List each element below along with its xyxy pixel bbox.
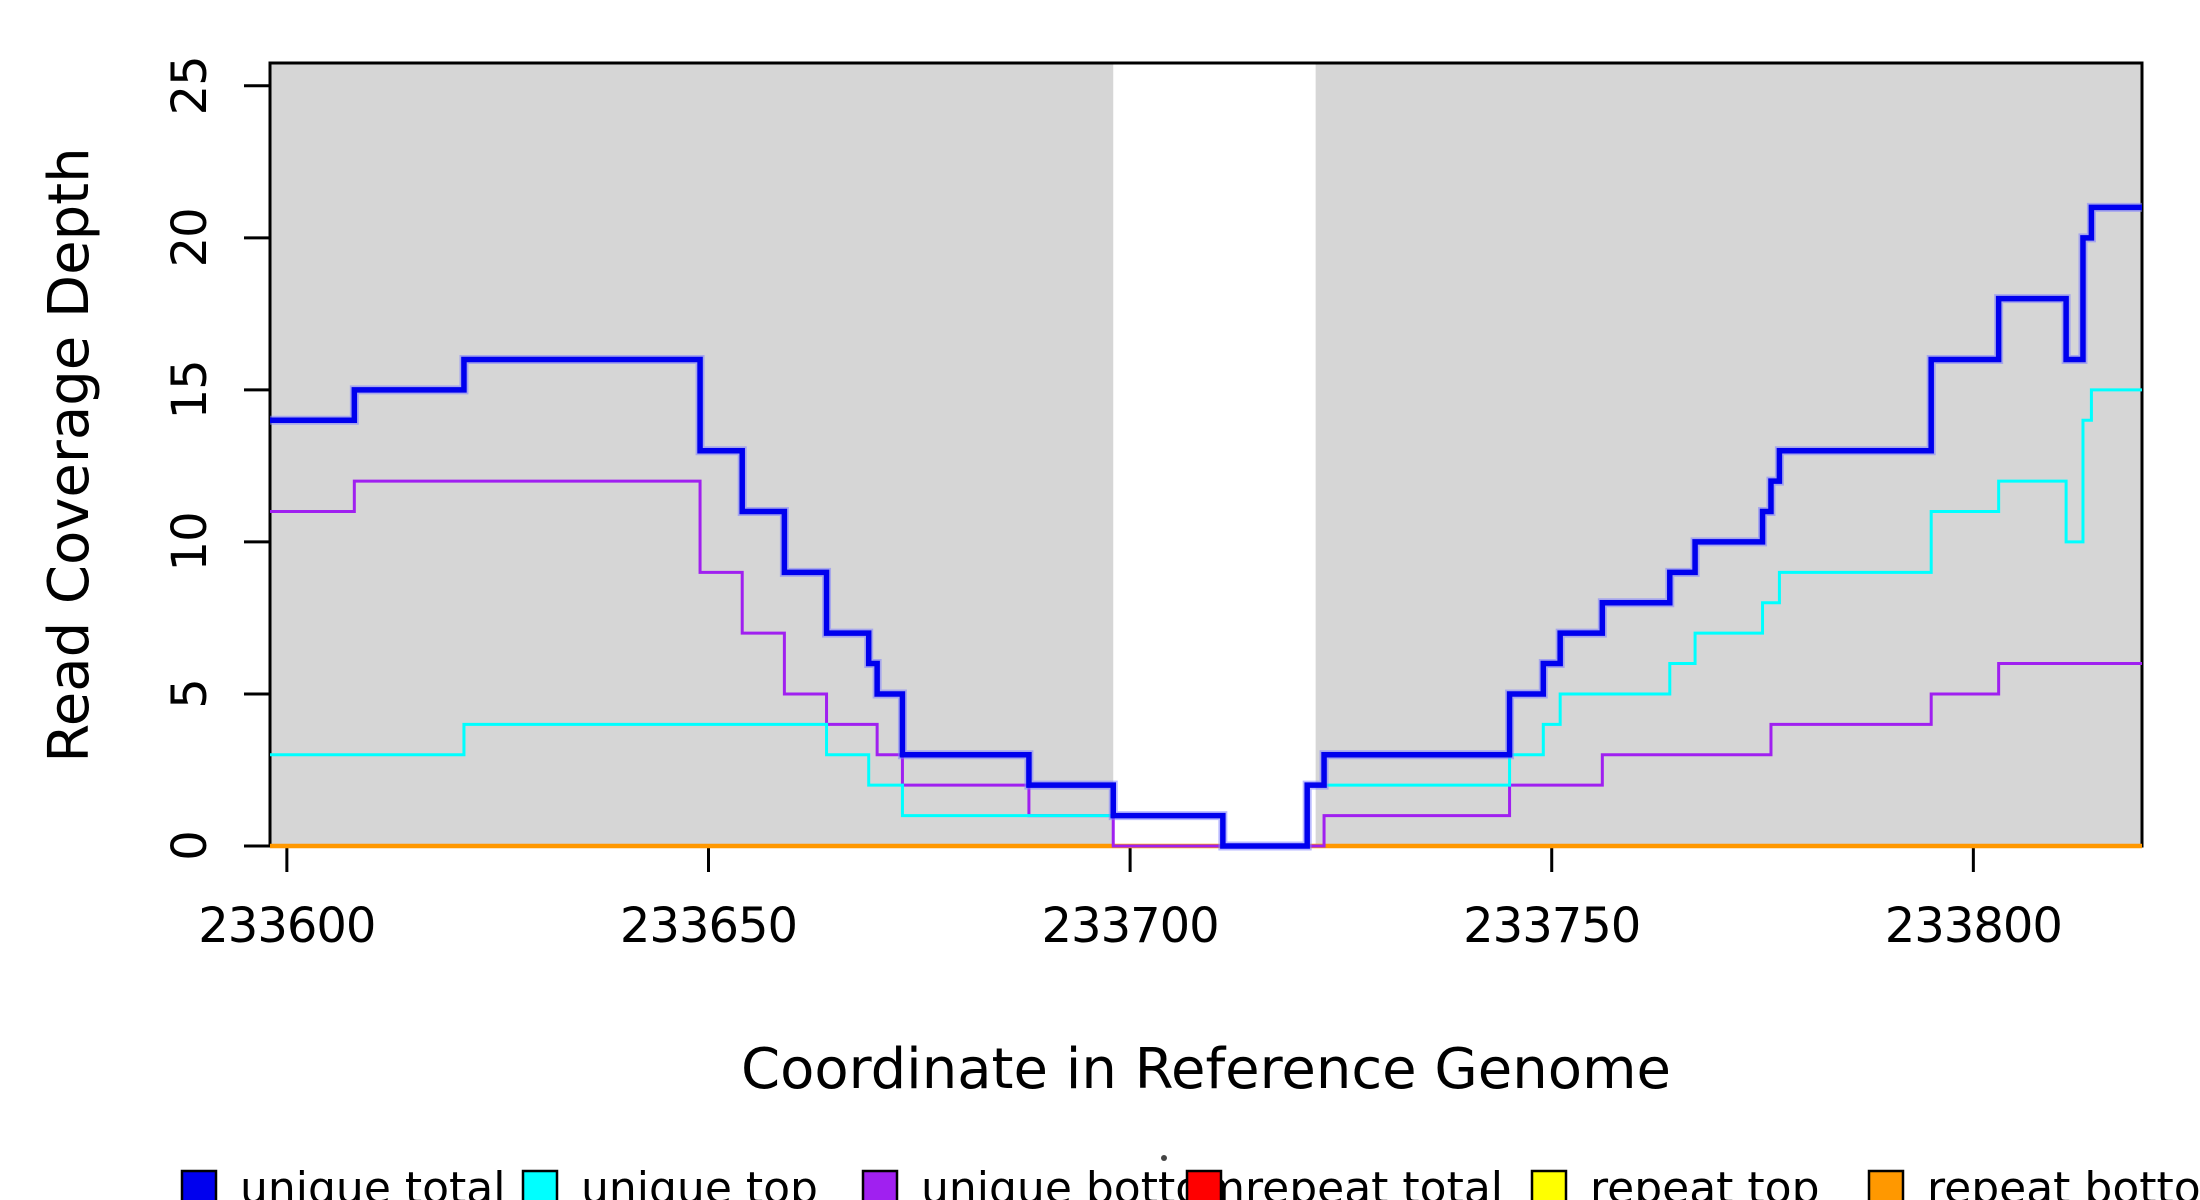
legend: unique total unique top unique bottom repea… — [180, 1155, 2200, 1200]
axes-layer: 233600 233650 233700 233750 233800 0 5 10 15 20 25 — [162, 56, 2063, 954]
x-tick-label: 233800 — [1885, 898, 2062, 954]
legend-label-repeat-total: repeat total — [1245, 1163, 1503, 1200]
legend-swatch-unique-total — [180, 1169, 218, 1200]
y-tick-label: 0 — [162, 831, 218, 861]
legend-swatch-unique-bottom — [861, 1169, 899, 1200]
legend-label-repeat-top: repeat top — [1590, 1163, 1820, 1200]
y-tick-label: 15 — [162, 360, 218, 419]
series-line-unique-bottom — [270, 479, 2142, 848]
x-tick-label: 233750 — [1463, 898, 1640, 954]
legend-swatch-repeat-bottom — [1867, 1169, 1905, 1200]
legend-label-unique-top: unique top — [581, 1163, 818, 1200]
series-line-unique-top — [270, 388, 2142, 848]
legend-label-repeat-bottom: repeat bottom — [1927, 1163, 2200, 1200]
y-tick-label: 20 — [162, 208, 218, 267]
y-tick-label: 10 — [162, 512, 218, 571]
legend-swatch-repeat-total — [1185, 1169, 1223, 1200]
stray-dot — [1161, 1155, 1167, 1161]
legend-swatch-unique-top — [521, 1169, 559, 1200]
series-line-unique-total — [270, 204, 2142, 849]
legend-swatch-repeat-top — [1530, 1169, 1568, 1200]
shaded-region — [270, 63, 1114, 846]
y-tick-label: 25 — [162, 56, 218, 115]
shaded-region — [1315, 63, 2142, 846]
series-layer — [270, 202, 2142, 851]
y-axis-title: Read Coverage Depth — [37, 147, 102, 762]
x-tick-label: 233650 — [620, 898, 797, 954]
shaded-regions-layer — [270, 63, 2142, 846]
x-tick-label: 233600 — [198, 898, 375, 954]
x-axis-title: Coordinate in Reference Genome — [741, 1037, 1671, 1102]
y-tick-label: 5 — [162, 679, 218, 709]
x-tick-label: 233700 — [1041, 898, 1218, 954]
legend-label-unique-total: unique total — [240, 1163, 505, 1200]
